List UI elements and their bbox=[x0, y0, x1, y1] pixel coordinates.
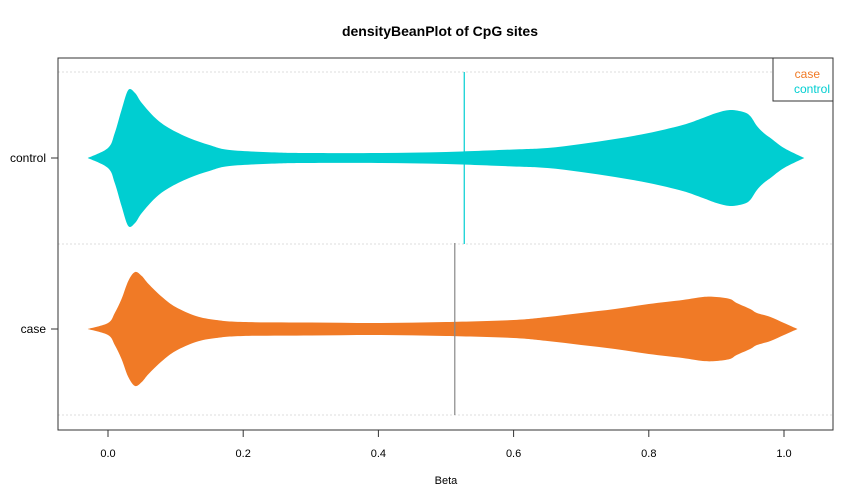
x-tick-label: 1.0 bbox=[776, 448, 791, 460]
x-tick-label: 0.8 bbox=[641, 448, 656, 460]
bean-control bbox=[87, 88, 805, 228]
bean-case bbox=[87, 271, 798, 387]
y-tick-label-control: control bbox=[10, 151, 46, 165]
legend-entry-case: case bbox=[795, 67, 821, 81]
x-tick-label: 0.6 bbox=[506, 448, 521, 460]
legend-box bbox=[772, 57, 834, 102]
legend-entry-control: control bbox=[794, 82, 830, 96]
x-tick-label: 0.4 bbox=[371, 448, 386, 460]
y-tick-label-case: case bbox=[21, 322, 47, 336]
chart-title: densityBeanPlot of CpG sites bbox=[342, 23, 538, 39]
plot-frame bbox=[57, 57, 834, 431]
x-axis-label: Beta bbox=[435, 475, 459, 487]
legend: case control bbox=[772, 57, 834, 102]
x-tick-label: 0.0 bbox=[100, 448, 115, 460]
x-tick-label: 0.2 bbox=[236, 448, 251, 460]
